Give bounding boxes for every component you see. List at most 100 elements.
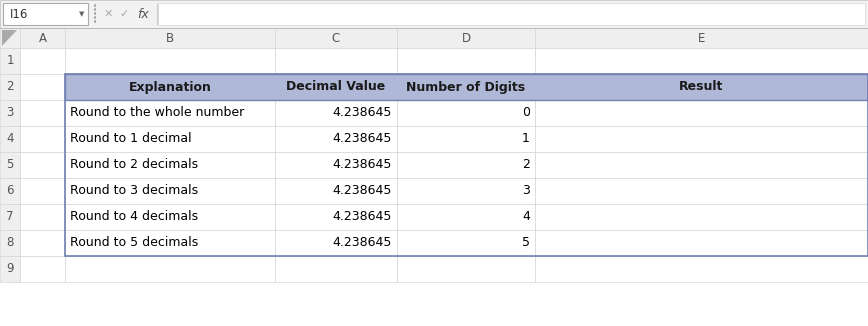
Bar bbox=[3, 3, 88, 25]
Bar bbox=[275, 256, 397, 282]
Bar bbox=[20, 178, 65, 204]
Bar bbox=[535, 256, 868, 282]
Text: Decimal Value: Decimal Value bbox=[286, 81, 385, 94]
Text: Explanation: Explanation bbox=[128, 81, 212, 94]
Bar bbox=[535, 204, 868, 230]
Text: ▼: ▼ bbox=[79, 11, 85, 17]
Text: fx: fx bbox=[137, 7, 149, 21]
Bar bbox=[397, 256, 535, 282]
Bar bbox=[20, 256, 65, 282]
Bar bbox=[397, 100, 535, 126]
Bar bbox=[535, 230, 868, 256]
Text: ✕: ✕ bbox=[103, 9, 113, 19]
Bar bbox=[397, 178, 535, 204]
Bar bbox=[65, 256, 275, 282]
Text: 3: 3 bbox=[6, 107, 14, 120]
Text: 3: 3 bbox=[523, 185, 530, 198]
Text: 6: 6 bbox=[6, 185, 14, 198]
Text: 0: 0 bbox=[522, 107, 530, 120]
Text: 1: 1 bbox=[523, 132, 530, 145]
Text: 9: 9 bbox=[6, 262, 14, 275]
Bar bbox=[397, 126, 535, 152]
Text: 4.238645: 4.238645 bbox=[332, 211, 392, 224]
Bar bbox=[65, 230, 275, 256]
Bar bbox=[20, 126, 65, 152]
Text: 4: 4 bbox=[6, 132, 14, 145]
Bar bbox=[275, 178, 397, 204]
Bar bbox=[0, 256, 20, 282]
Bar bbox=[535, 74, 868, 100]
Bar bbox=[397, 152, 535, 178]
Bar bbox=[397, 230, 535, 256]
Bar bbox=[397, 48, 535, 74]
Text: 5: 5 bbox=[522, 236, 530, 249]
Bar bbox=[65, 74, 275, 100]
Bar bbox=[65, 28, 275, 48]
Bar bbox=[0, 152, 20, 178]
Bar bbox=[275, 204, 397, 230]
Text: Round to the whole number: Round to the whole number bbox=[70, 107, 244, 120]
Text: B: B bbox=[166, 32, 174, 45]
Bar bbox=[275, 28, 397, 48]
Text: 2: 2 bbox=[6, 81, 14, 94]
Bar bbox=[0, 28, 20, 48]
Text: Result: Result bbox=[680, 81, 724, 94]
Bar bbox=[275, 100, 397, 126]
Text: ✓: ✓ bbox=[119, 9, 128, 19]
Text: Round to 4 decimals: Round to 4 decimals bbox=[70, 211, 198, 224]
Bar bbox=[65, 74, 868, 256]
Bar bbox=[535, 28, 868, 48]
Text: 4.238645: 4.238645 bbox=[332, 158, 392, 171]
Text: 4.238645: 4.238645 bbox=[332, 236, 392, 249]
Bar bbox=[275, 152, 397, 178]
Bar bbox=[20, 48, 65, 74]
Bar bbox=[535, 178, 868, 204]
Text: Round to 3 decimals: Round to 3 decimals bbox=[70, 185, 198, 198]
Text: D: D bbox=[462, 32, 470, 45]
Bar bbox=[535, 152, 868, 178]
Bar bbox=[65, 204, 275, 230]
Bar bbox=[0, 230, 20, 256]
Bar bbox=[20, 152, 65, 178]
Bar bbox=[535, 100, 868, 126]
Bar bbox=[0, 204, 20, 230]
Text: 4.238645: 4.238645 bbox=[332, 132, 392, 145]
Text: E: E bbox=[698, 32, 705, 45]
Polygon shape bbox=[2, 30, 17, 46]
Text: Round to 5 decimals: Round to 5 decimals bbox=[70, 236, 198, 249]
Text: Round to 1 decimal: Round to 1 decimal bbox=[70, 132, 192, 145]
Bar bbox=[275, 230, 397, 256]
Text: 7: 7 bbox=[6, 211, 14, 224]
Bar bbox=[20, 28, 65, 48]
Bar bbox=[0, 100, 20, 126]
Bar bbox=[275, 74, 397, 100]
Bar bbox=[0, 74, 20, 100]
Bar bbox=[65, 74, 868, 100]
Bar bbox=[65, 178, 275, 204]
Bar bbox=[397, 28, 535, 48]
Text: I16: I16 bbox=[10, 7, 29, 21]
Bar bbox=[275, 48, 397, 74]
Bar bbox=[535, 126, 868, 152]
Bar bbox=[20, 74, 65, 100]
Bar bbox=[65, 100, 275, 126]
Text: 4: 4 bbox=[523, 211, 530, 224]
Text: A: A bbox=[38, 32, 47, 45]
Text: Number of Digits: Number of Digits bbox=[406, 81, 525, 94]
Bar bbox=[535, 48, 868, 74]
Bar bbox=[0, 126, 20, 152]
Bar bbox=[397, 204, 535, 230]
Bar bbox=[0, 0, 868, 28]
Bar bbox=[65, 152, 275, 178]
Bar bbox=[0, 178, 20, 204]
Bar bbox=[20, 204, 65, 230]
Text: C: C bbox=[332, 32, 340, 45]
Text: 4.238645: 4.238645 bbox=[332, 185, 392, 198]
Bar bbox=[275, 126, 397, 152]
Bar bbox=[0, 48, 20, 74]
Text: 2: 2 bbox=[523, 158, 530, 171]
Text: 5: 5 bbox=[6, 158, 14, 171]
Bar bbox=[20, 100, 65, 126]
Text: 1: 1 bbox=[6, 54, 14, 67]
Bar bbox=[158, 3, 865, 25]
